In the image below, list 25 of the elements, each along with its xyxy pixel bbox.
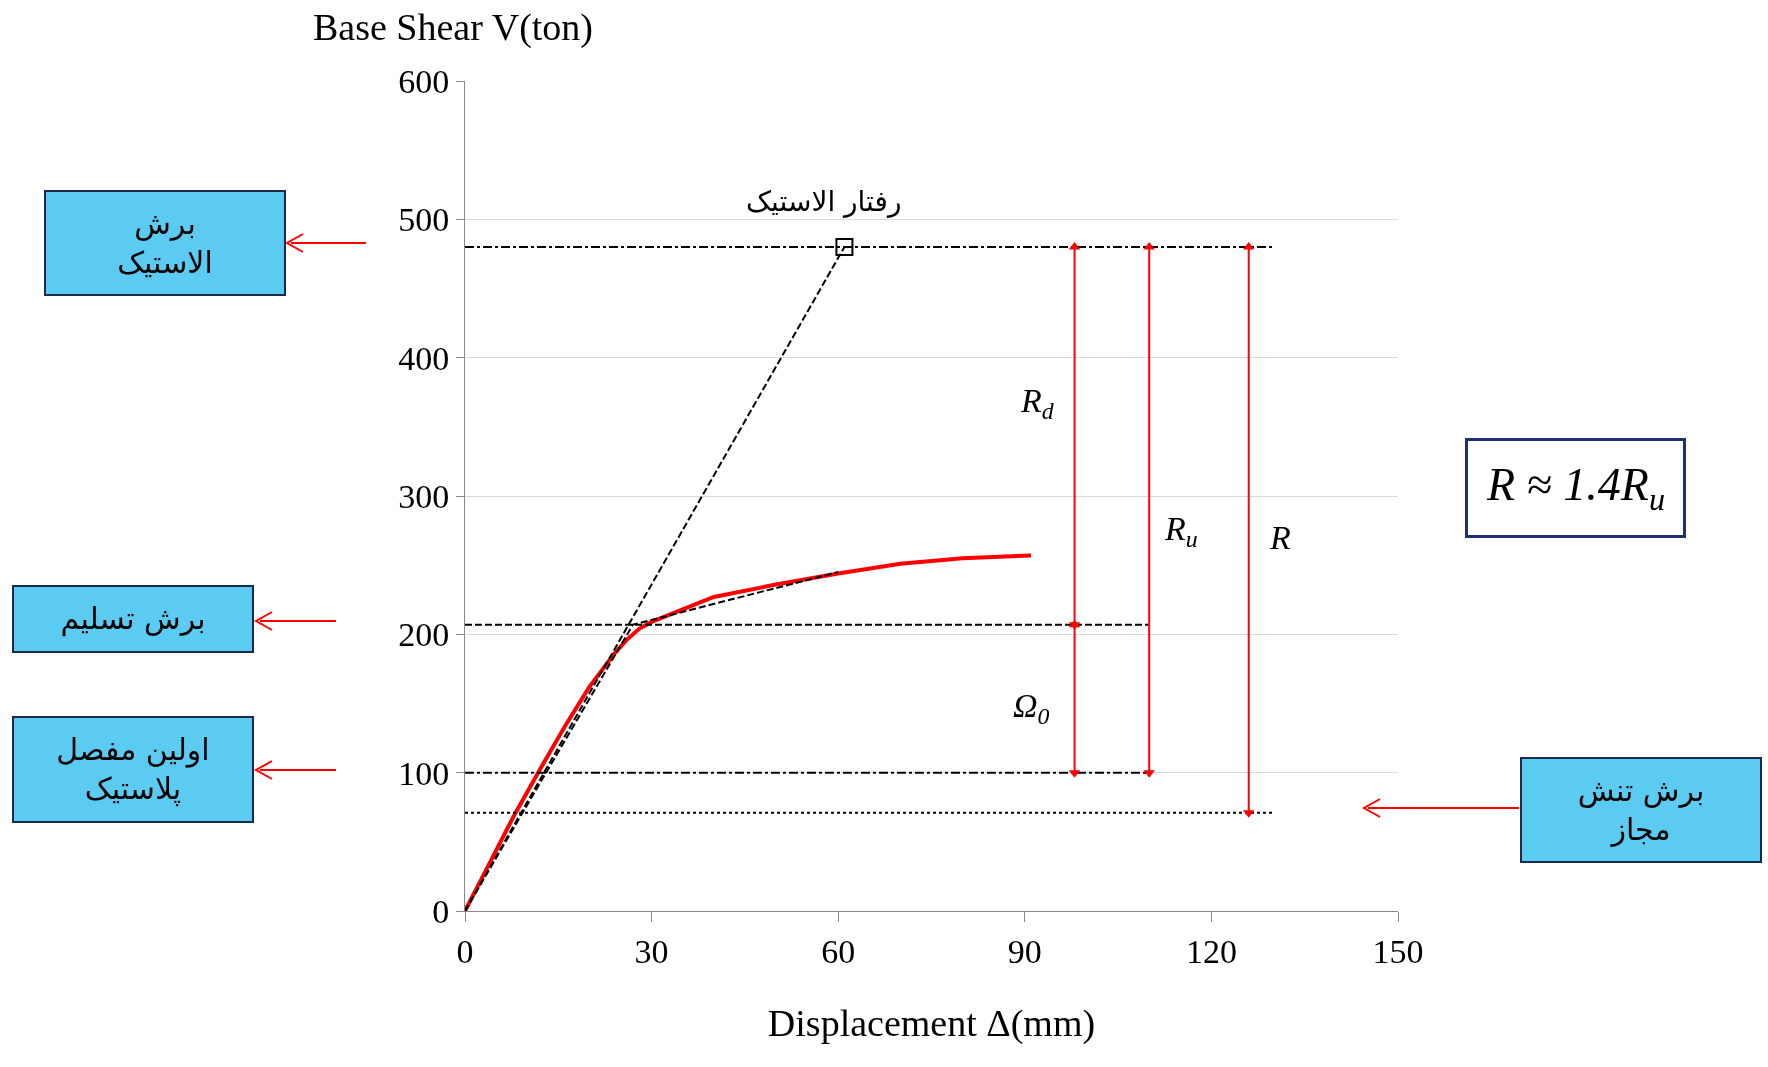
text: برش الاستیک xyxy=(117,206,213,280)
x-tick-label: 120 xyxy=(1185,932,1237,970)
text: برش تنش مجاز xyxy=(1577,773,1705,847)
text: R ≈ 1.4R$_{u}$ xyxy=(1486,459,1666,517)
x-tick-label: 150 xyxy=(1372,932,1424,970)
y-axis-title: Base Shear V(ton) xyxy=(313,6,594,49)
y-tick-label: 500 xyxy=(398,201,450,239)
y-tick-label: 400 xyxy=(398,339,450,377)
y-tick-label: 300 xyxy=(398,477,450,515)
annotation: Ω$_{0}$ xyxy=(1013,687,1050,730)
text: اولین مفصل پلاستیک xyxy=(56,732,210,807)
y-tick-label: 100 xyxy=(398,754,450,792)
text: برش تسلیم xyxy=(60,601,206,637)
y-tick-label: 200 xyxy=(398,616,450,654)
y-tick-label: 0 xyxy=(432,892,450,930)
annotation: رفتار الاستیک xyxy=(746,185,902,218)
x-tick-label: 30 xyxy=(634,932,669,970)
x-axis-title: Displacement Δ(mm) xyxy=(767,1001,1096,1045)
annotation: R$_{d}$ xyxy=(1020,382,1054,425)
annotation: R$_{u}$ xyxy=(1164,510,1198,553)
y-tick-label: 600 xyxy=(398,62,450,100)
annotation: R xyxy=(1269,519,1291,556)
x-tick-label: 0 xyxy=(456,932,474,970)
x-tick-label: 90 xyxy=(1007,932,1042,970)
x-tick-label: 60 xyxy=(821,932,856,970)
